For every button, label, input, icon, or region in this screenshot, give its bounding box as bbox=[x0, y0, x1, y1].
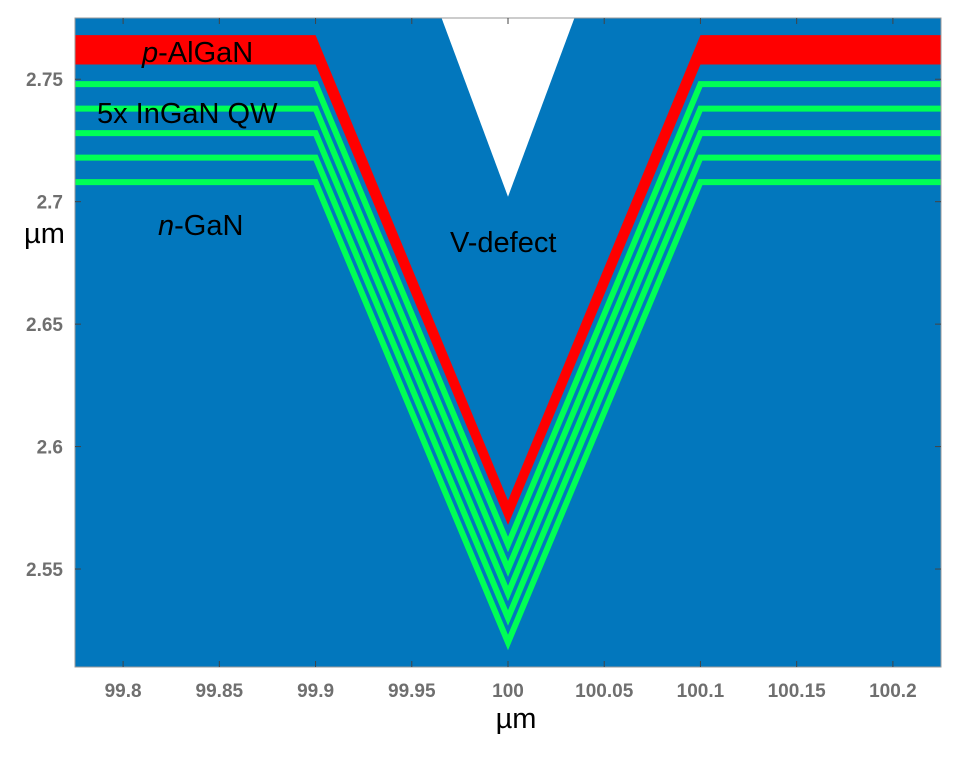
quantum-well-5 bbox=[75, 179, 941, 651]
x-tick-label: 99.9 bbox=[297, 681, 334, 702]
x-tick-label: 99.85 bbox=[196, 681, 244, 702]
x-tick-label: 100 bbox=[492, 681, 524, 702]
p-algan-label: p-AlGaN bbox=[141, 37, 253, 69]
y-tick-label: 2.7 bbox=[37, 193, 63, 214]
x-tick-label: 99.8 bbox=[105, 681, 142, 702]
y-axis-unit: µm bbox=[24, 218, 65, 250]
x-axis-unit: µm bbox=[496, 703, 537, 735]
x-tick-label: 100.05 bbox=[575, 681, 634, 702]
x-tick-labels: 99.8 99.85 99.9 99.95 100 100.05 100.1 100.15 10… bbox=[105, 681, 917, 702]
v-defect-void bbox=[434, 0, 582, 197]
axis-ticks bbox=[75, 18, 941, 667]
quantum-well-2 bbox=[75, 105, 941, 577]
x-tick-label: 99.95 bbox=[388, 681, 436, 702]
plot-area bbox=[74, 0, 942, 668]
quantum-well-3 bbox=[75, 130, 941, 602]
x-tick-label: 100.2 bbox=[869, 681, 917, 702]
quantum-well-4 bbox=[75, 154, 941, 626]
y-tick-label: 2.65 bbox=[26, 315, 63, 336]
y-tick-labels: 2.55 2.6 2.65 2.7 2.75 bbox=[26, 70, 63, 581]
y-tick-label: 2.75 bbox=[26, 70, 63, 91]
y-tick-label: 2.55 bbox=[26, 560, 63, 581]
v-defect-label: V-defect bbox=[450, 227, 556, 259]
x-tick-label: 100.1 bbox=[677, 681, 725, 702]
ingan-qw-label: 5x InGaN QW bbox=[97, 98, 278, 130]
quantum-well-1 bbox=[75, 81, 941, 553]
x-tick-label: 100.15 bbox=[768, 681, 827, 702]
n-gan-label: n-GaN bbox=[158, 210, 243, 242]
y-tick-label: 2.6 bbox=[37, 438, 63, 459]
